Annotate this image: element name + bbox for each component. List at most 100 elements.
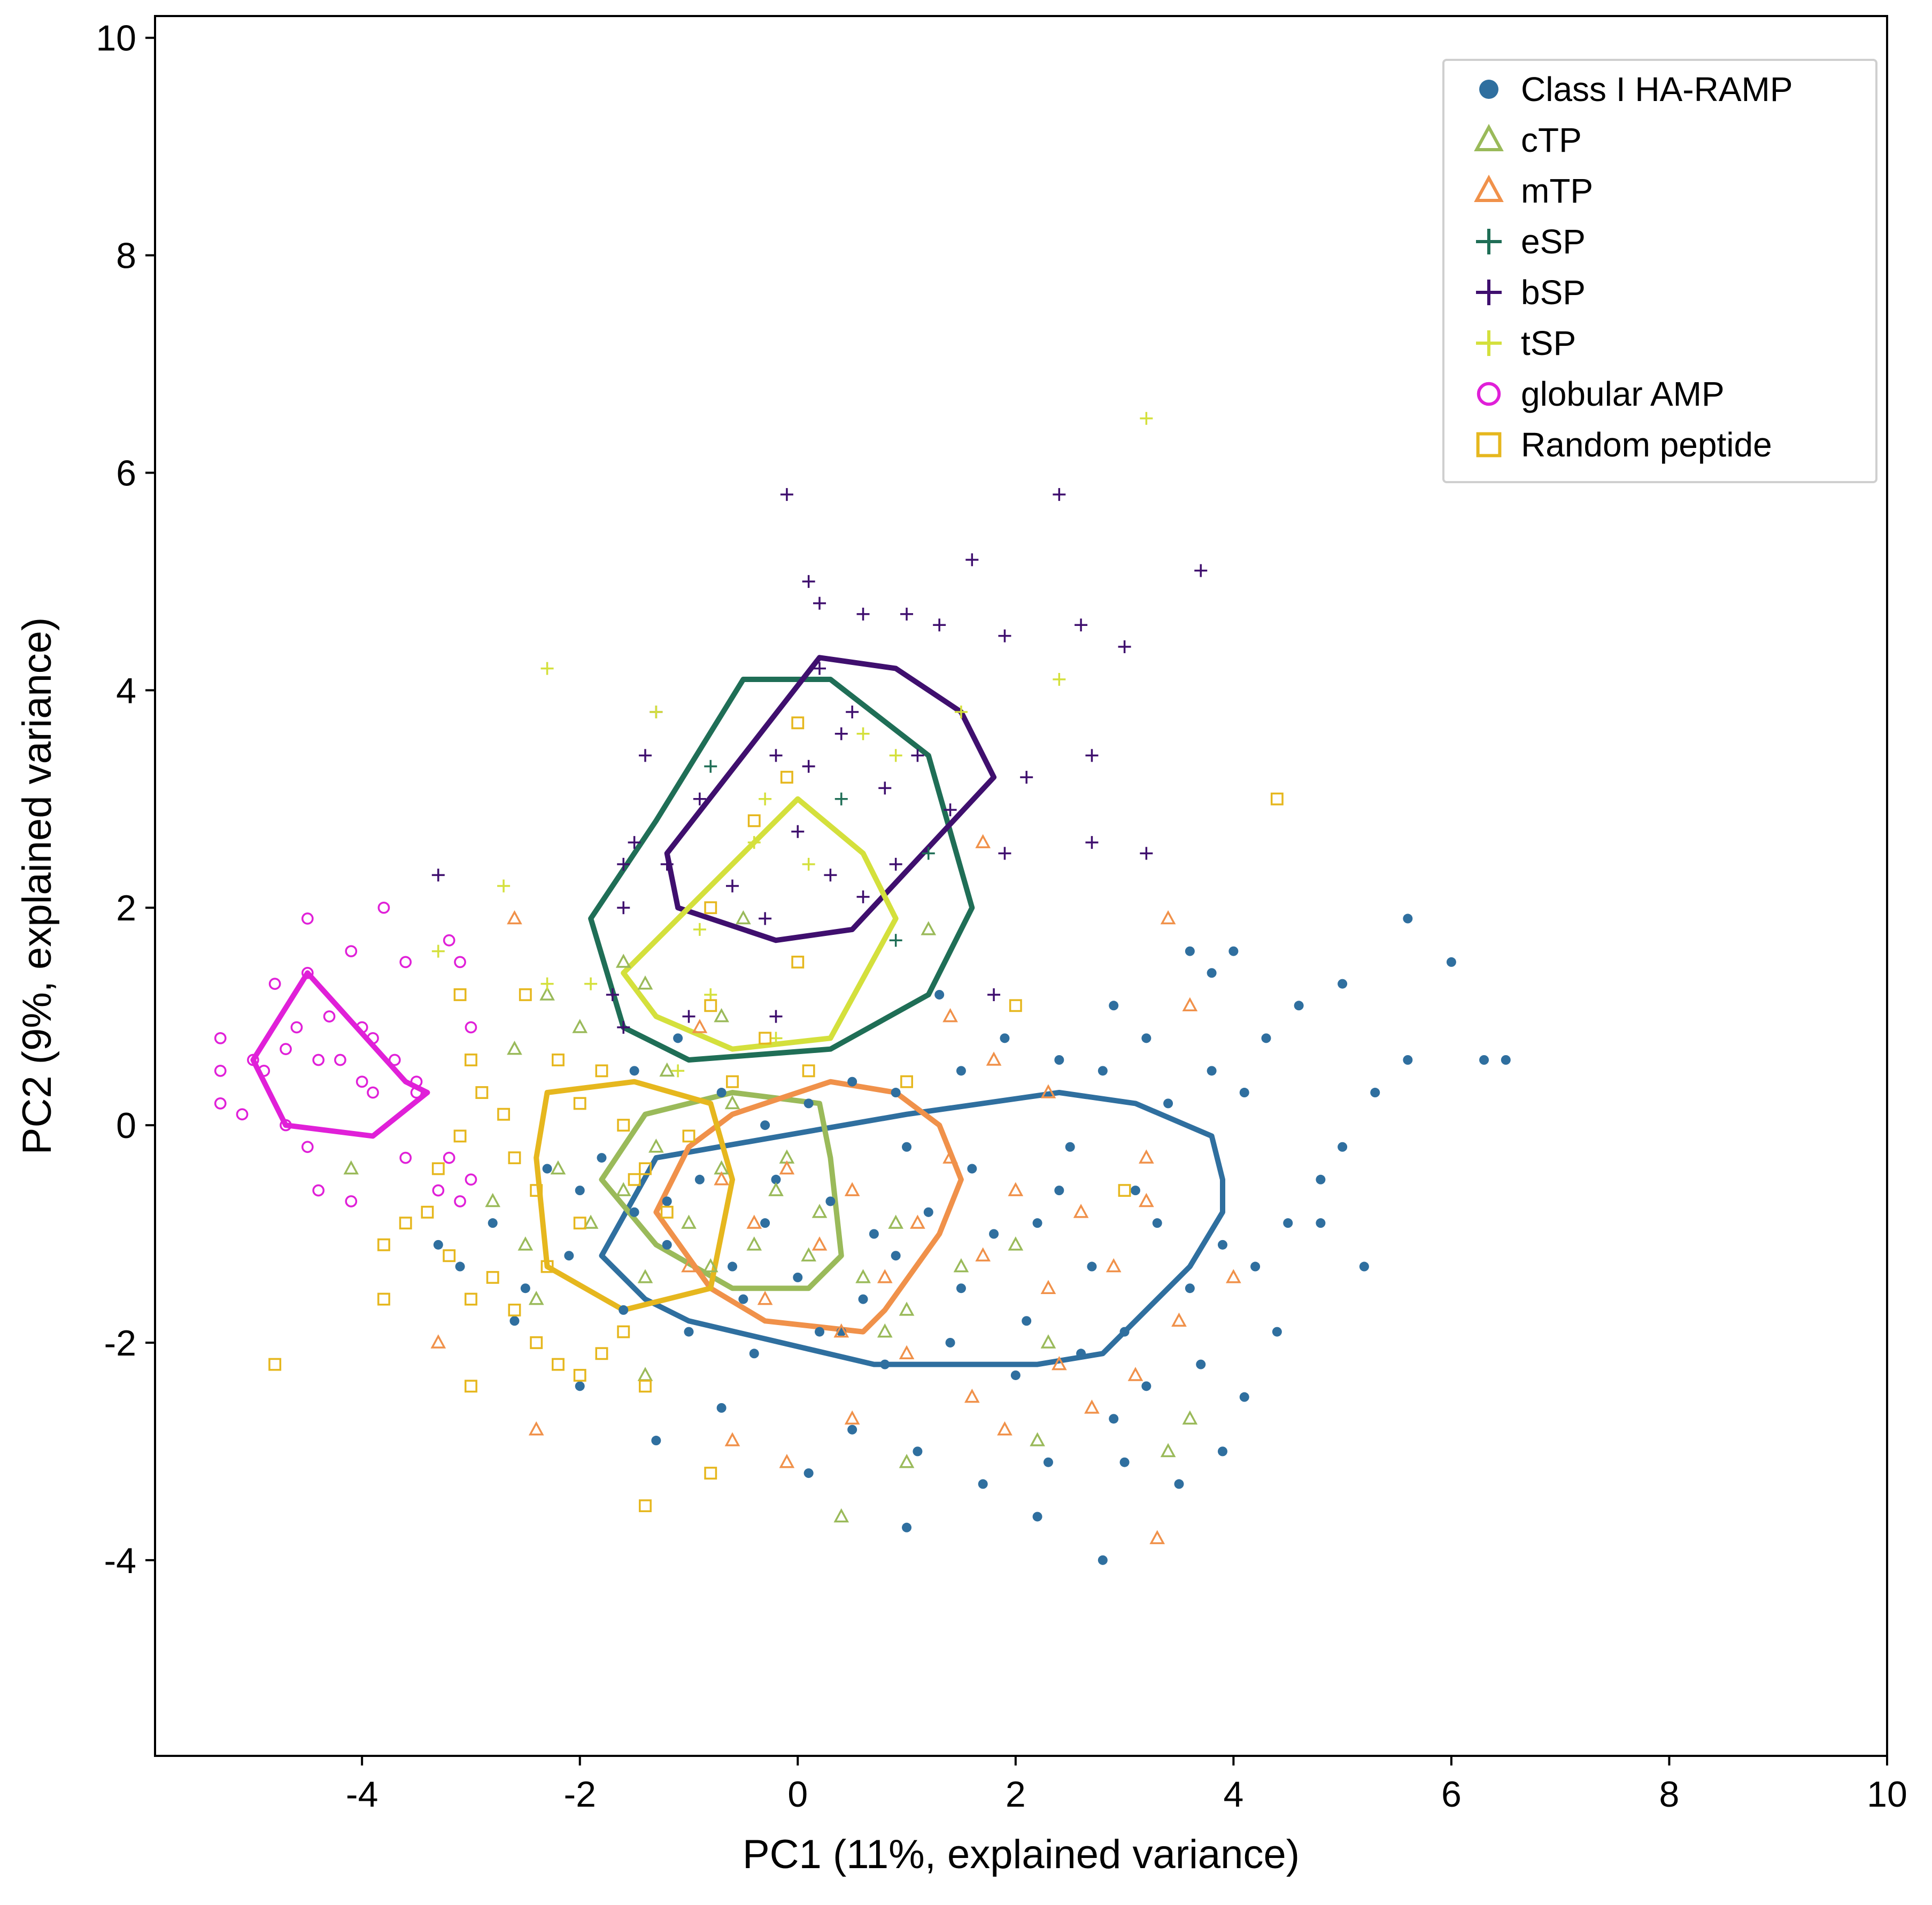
- point-class-i-ha-ramp: [803, 1098, 814, 1109]
- point-bsp: [878, 781, 892, 795]
- point-random-peptide: [780, 771, 793, 784]
- point-ctp: [801, 1247, 816, 1261]
- series-tsp: [431, 412, 1153, 1078]
- point-esp: [704, 760, 717, 773]
- point-class-i-ha-ramp: [1316, 1174, 1326, 1184]
- legend-entry-globular-amp: globular AMP: [1477, 375, 1725, 413]
- point-class-i-ha-ramp: [1043, 1457, 1053, 1467]
- point-globular-amp: [312, 1184, 325, 1197]
- point-globular-amp: [399, 1151, 412, 1164]
- legend-marker-class-i-ha-ramp: [1479, 80, 1498, 99]
- point-ctp: [768, 1182, 784, 1196]
- point-class-i-ha-ramp: [945, 1337, 955, 1348]
- point-mtp: [942, 1149, 958, 1164]
- point-class-i-ha-ramp: [542, 1164, 552, 1174]
- point-random-peptide: [453, 988, 467, 1001]
- point-ctp: [953, 1258, 969, 1273]
- point-class-i-ha-ramp: [1152, 1218, 1162, 1228]
- point-mtp: [692, 1019, 708, 1033]
- point-random-peptide: [573, 1369, 586, 1382]
- point-mtp: [1040, 1084, 1056, 1098]
- point-class-i-ha-ramp: [575, 1186, 585, 1196]
- point-random-peptide: [443, 1249, 456, 1263]
- point-class-i-ha-ramp: [913, 1446, 923, 1457]
- point-random-peptide: [628, 1173, 641, 1186]
- point-ctp: [615, 1182, 631, 1196]
- hull-class-i-ha-ramp: [599, 1090, 1225, 1367]
- point-class-i-ha-ramp: [1141, 1033, 1152, 1043]
- point-mtp: [1084, 1399, 1100, 1414]
- point-class-i-ha-ramp: [629, 1066, 639, 1076]
- point-tsp: [856, 727, 870, 740]
- legend-marker-mtp: [1474, 174, 1504, 202]
- point-bsp: [846, 706, 859, 718]
- point-random-peptide: [573, 1217, 586, 1230]
- point-class-i-ha-ramp: [1261, 1033, 1271, 1043]
- point-bsp: [628, 836, 641, 849]
- point-class-i-ha-ramp: [749, 1349, 759, 1359]
- point-bsp: [824, 869, 837, 882]
- point-globular-amp: [214, 1064, 227, 1077]
- point-bsp: [911, 749, 924, 762]
- point-class-i-ha-ramp: [847, 1077, 857, 1087]
- point-class-i-ha-ramp: [1087, 1261, 1097, 1272]
- point-globular-amp: [399, 956, 412, 969]
- point-bsp: [889, 857, 902, 871]
- group-outline-layer: [250, 655, 1225, 1367]
- point-ctp: [812, 1204, 828, 1218]
- point-bsp: [769, 749, 783, 762]
- point-random-peptide: [573, 1097, 586, 1110]
- point-random-peptide: [453, 1129, 467, 1143]
- point-bsp: [987, 988, 1001, 1001]
- point-class-i-ha-ramp: [455, 1261, 465, 1272]
- point-globular-amp: [356, 1075, 368, 1088]
- x-tick-label: -4: [346, 1774, 378, 1815]
- point-globular-amp: [388, 1054, 401, 1066]
- point-class-i-ha-ramp: [989, 1229, 999, 1239]
- point-bsp: [682, 1010, 695, 1023]
- point-bsp: [1194, 564, 1208, 577]
- point-random-peptide: [399, 1217, 412, 1230]
- point-random-peptide: [639, 1380, 652, 1393]
- point-class-i-ha-ramp: [433, 1240, 443, 1250]
- point-mtp: [1149, 1530, 1165, 1544]
- point-class-i-ha-ramp: [509, 1316, 520, 1326]
- hull-bsp: [664, 655, 997, 943]
- point-ctp: [921, 921, 937, 935]
- point-mtp: [1073, 1204, 1089, 1218]
- point-random-peptide: [595, 1064, 608, 1078]
- legend-label: globular AMP: [1521, 375, 1725, 413]
- point-globular-amp: [345, 1195, 358, 1207]
- series-mtp: [430, 834, 1241, 1544]
- x-tick-label: -2: [563, 1774, 596, 1815]
- point-random-peptide: [497, 1108, 511, 1121]
- point-class-i-ha-ramp: [662, 1196, 672, 1206]
- point-class-i-ha-ramp: [1217, 1446, 1227, 1457]
- point-globular-amp: [454, 1195, 466, 1207]
- point-mtp: [714, 1171, 729, 1186]
- point-ctp: [343, 1160, 359, 1175]
- point-class-i-ha-ramp: [1294, 1001, 1304, 1011]
- point-class-i-ha-ramp: [771, 1174, 781, 1184]
- point-random-peptide: [802, 1064, 815, 1078]
- point-globular-amp: [443, 1151, 455, 1164]
- point-bsp: [944, 803, 957, 817]
- point-globular-amp: [443, 934, 455, 947]
- x-tick-label: 6: [1441, 1774, 1462, 1815]
- point-class-i-ha-ramp: [1119, 1327, 1130, 1337]
- point-globular-amp: [454, 956, 466, 969]
- point-random-peptide: [552, 1054, 565, 1066]
- point-class-i-ha-ramp: [1163, 1098, 1173, 1109]
- point-bsp: [834, 727, 848, 740]
- point-globular-amp: [214, 1032, 227, 1044]
- y-tick-label: 4: [116, 670, 136, 711]
- point-class-i-ha-ramp: [923, 1207, 933, 1217]
- point-class-i-ha-ramp: [760, 1120, 770, 1130]
- data-point-layer: [214, 412, 1511, 1565]
- point-class-i-ha-ramp: [1272, 1327, 1282, 1337]
- point-mtp: [942, 1008, 958, 1023]
- point-random-peptide: [704, 999, 717, 1012]
- point-class-i-ha-ramp: [1316, 1218, 1326, 1228]
- point-mtp: [528, 1421, 544, 1436]
- point-mtp: [899, 1345, 915, 1360]
